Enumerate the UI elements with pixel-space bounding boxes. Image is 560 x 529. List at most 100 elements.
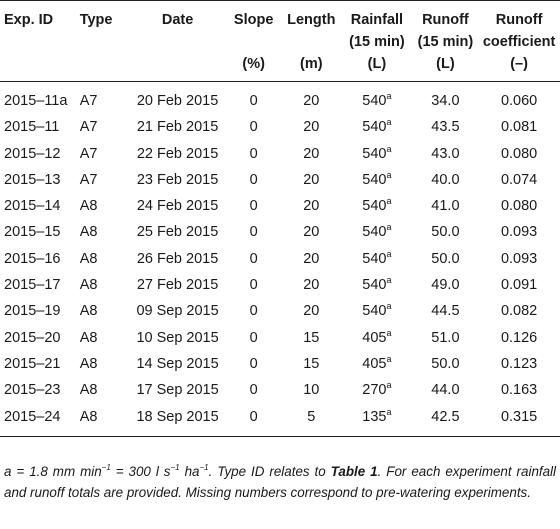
cell-type-value: A8 xyxy=(79,382,98,399)
cell-runoff-coefficient: 0.093 xyxy=(478,219,560,245)
cell-runoff: 50.0 xyxy=(413,351,479,377)
cell-runoff-coefficient-value: 0.093 xyxy=(500,224,538,241)
cell-runoff-value: 42.5 xyxy=(431,408,460,425)
footnote-eq2: = 300 l s xyxy=(110,464,171,479)
header-runoff-duration: (15 min) xyxy=(417,34,474,50)
rainfall-footnote-marker: a xyxy=(386,406,392,417)
cell-date-value: 09 Sep 2015 xyxy=(136,303,219,320)
cell-date-value: 25 Feb 2015 xyxy=(136,224,219,241)
cell-type: A8 xyxy=(79,403,130,437)
cell-slope-value: 0 xyxy=(249,250,258,267)
table-footnote: a = 1.8 mm min−1 = 300 l s−1 ha−1. Type … xyxy=(4,461,556,503)
cell-runoff-coefficient-value: 0.080 xyxy=(500,198,538,215)
cell-date: 10 Sep 2015 xyxy=(129,325,226,351)
cell-length: 20 xyxy=(281,246,341,272)
header-rainfall-unit: (L) xyxy=(341,53,413,82)
cell-length: 20 xyxy=(281,219,341,245)
cell-runoff-coefficient: 0.315 xyxy=(478,403,560,437)
cell-runoff-coefficient-value: 0.093 xyxy=(500,250,538,267)
cell-type-value: A8 xyxy=(79,408,98,425)
cell-slope-value: 0 xyxy=(249,277,258,294)
cell-date: 23 Feb 2015 xyxy=(129,167,226,193)
footnote-eq: = 1.8 mm min xyxy=(11,464,102,479)
cell-rainfall-value: 135 xyxy=(362,408,387,425)
data-table: Exp. ID Type Date Slope Length Rainfall … xyxy=(0,0,560,437)
header-date: Date xyxy=(129,0,226,31)
cell-slope: 0 xyxy=(226,377,282,403)
header-runoff-coefficient: Runoff xyxy=(478,0,560,31)
cell-runoff-value: 50.0 xyxy=(431,224,460,241)
cell-rainfall-value: 405 xyxy=(362,329,387,346)
cell-length: 20 xyxy=(281,298,341,324)
cell-type: A7 xyxy=(80,141,130,167)
cell-slope: 0 xyxy=(226,298,282,324)
rainfall-footnote-marker: a xyxy=(386,327,392,338)
cell-exp-id-value: 2015–11a xyxy=(4,93,68,109)
header-coefficient-unit: (–) xyxy=(478,53,560,82)
header-type: Type xyxy=(79,0,130,31)
table-row: 2015–21 A8 14 Sep 2015 0 15 405a 50.0 0.123 xyxy=(0,351,560,377)
cell-length-value: 20 xyxy=(303,171,320,188)
header-exp-id: Exp. ID xyxy=(0,0,80,31)
cell-runoff-coefficient-value: 0.126 xyxy=(500,329,538,346)
cell-length: 10 xyxy=(281,377,341,403)
cell-exp-id: 2015–11 xyxy=(0,114,80,140)
rainfall-footnote-marker: a xyxy=(386,196,392,207)
cell-date: 17 Sep 2015 xyxy=(129,377,226,403)
cell-length: 20 xyxy=(281,82,341,115)
cell-runoff: 44.0 xyxy=(413,377,479,403)
footnote-eq3: ha xyxy=(179,464,200,479)
cell-length-value: 20 xyxy=(303,224,320,241)
cell-runoff: 44.5 xyxy=(413,298,479,324)
cell-type: A8 xyxy=(80,219,130,245)
cell-type-value: A8 xyxy=(79,277,98,294)
cell-date-value: 17 Sep 2015 xyxy=(136,382,219,399)
cell-runoff-value: 51.0 xyxy=(431,329,460,346)
cell-runoff-coefficient-value: 0.081 xyxy=(500,119,538,136)
cell-rainfall-value: 540 xyxy=(362,303,387,320)
cell-date-value: 10 Sep 2015 xyxy=(136,329,219,346)
cell-exp-id: 2015–23 xyxy=(0,377,80,403)
cell-slope-value: 0 xyxy=(249,382,258,399)
rainfall-footnote-marker: a xyxy=(386,117,392,128)
cell-runoff-coefficient: 0.093 xyxy=(478,246,560,272)
cell-type: A7 xyxy=(80,82,130,115)
cell-slope: 0 xyxy=(225,403,282,437)
footnote-table-ref[interactable]: Table 1 xyxy=(330,464,378,479)
cell-runoff-coefficient: 0.126 xyxy=(478,325,560,351)
rainfall-footnote-marker: a xyxy=(386,248,392,259)
cell-runoff-value: 44.0 xyxy=(431,382,460,399)
cell-runoff-value: 34.0 xyxy=(431,93,460,109)
cell-type-value: A7 xyxy=(79,171,98,188)
cell-type: A8 xyxy=(80,193,130,219)
cell-rainfall-value: 540 xyxy=(362,198,387,215)
cell-slope: 0 xyxy=(226,167,282,193)
footnote-a-label: a xyxy=(4,464,12,479)
cell-length-value: 20 xyxy=(303,145,320,162)
cell-length-value: 20 xyxy=(303,277,320,294)
cell-rainfall-value: 540 xyxy=(362,250,387,267)
cell-type-value: A8 xyxy=(79,224,98,241)
cell-length-value: 20 xyxy=(303,198,320,215)
cell-type-value: A7 xyxy=(79,145,98,162)
cell-slope: 0 xyxy=(226,219,282,245)
table-row: 2015–23 A8 17 Sep 2015 0 10 270a 44.0 0.163 xyxy=(0,377,560,403)
cell-exp-id-value: 2015–15 xyxy=(4,224,61,241)
cell-runoff-coefficient: 0.163 xyxy=(478,377,560,403)
cell-length-value: 15 xyxy=(303,355,320,372)
cell-date: 26 Feb 2015 xyxy=(129,246,226,272)
cell-runoff-coefficient-value: 0.315 xyxy=(500,408,538,425)
cell-date-value: 23 Feb 2015 xyxy=(136,171,219,188)
table-row: 2015–11a A7 20 Feb 2015 0 20 540a 34.0 0.060 xyxy=(0,82,560,115)
cell-runoff: 34.0 xyxy=(413,82,479,115)
cell-type: A8 xyxy=(80,272,130,298)
cell-exp-id-value: 2015–17 xyxy=(4,277,61,294)
cell-rainfall: 540a xyxy=(341,167,413,193)
cell-exp-id: 2015–12 xyxy=(0,141,80,167)
cell-date: 24 Feb 2015 xyxy=(129,193,226,219)
cell-runoff-coefficient-value: 0.080 xyxy=(500,145,538,162)
cell-slope: 0 xyxy=(226,114,282,140)
cell-exp-id-value: 2015–20 xyxy=(4,329,61,346)
cell-type: A8 xyxy=(80,325,130,351)
cell-runoff-coefficient-value: 0.163 xyxy=(500,382,538,399)
